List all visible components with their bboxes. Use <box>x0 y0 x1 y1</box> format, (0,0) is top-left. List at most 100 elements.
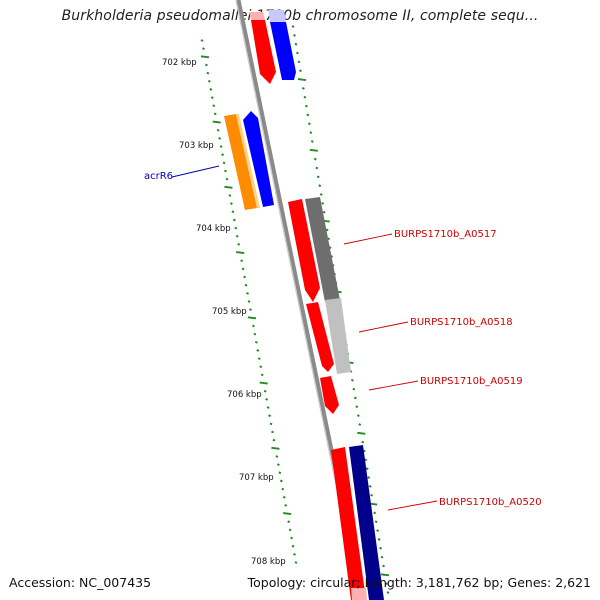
leader-lines <box>171 165 438 511</box>
cds-feature-grey-a0517[interactable] <box>305 197 340 302</box>
minor-tick-right <box>358 423 362 426</box>
minor-tick <box>281 487 285 491</box>
minor-tick-right <box>298 69 302 73</box>
minor-tick <box>216 128 220 132</box>
minor-tick <box>224 169 227 173</box>
minor-tick <box>228 194 232 197</box>
minor-tick <box>268 414 272 418</box>
minor-tick-right <box>373 511 377 515</box>
minor-tick-right <box>364 458 368 462</box>
cds-feature-red-top-a[interactable] <box>249 12 265 20</box>
minor-tick-right <box>374 520 378 524</box>
major-tick <box>236 251 245 255</box>
minor-tick-right <box>303 95 307 99</box>
cds-feature-navy-a0520[interactable] <box>349 445 384 600</box>
minor-tick-right <box>352 387 356 391</box>
minor-tick <box>278 471 282 475</box>
minor-tick <box>247 300 251 303</box>
kbp-label-707: 707 kbp <box>239 473 274 483</box>
gene-label-acrR6[interactable]: acrR6 <box>144 171 173 182</box>
minor-tick <box>275 455 279 458</box>
minor-tick <box>206 71 210 75</box>
leader-line-a0518 <box>358 321 409 333</box>
kbp-label-704: 704 kbp <box>196 224 231 234</box>
minor-tick <box>279 479 283 483</box>
minor-tick <box>200 39 204 42</box>
minor-tick <box>243 275 247 279</box>
cds-feature-blue-acrR6[interactable] <box>243 111 274 207</box>
gene-label-a0518[interactable]: BURPS1710b_A0518 <box>410 317 513 328</box>
minor-tick <box>272 438 276 442</box>
minor-tick <box>284 504 288 507</box>
minor-tick-right <box>355 405 359 409</box>
minor-tick <box>276 463 280 467</box>
minor-tick-right <box>350 378 354 382</box>
kbp-label-706: 706 kbp <box>227 390 262 400</box>
cds-feature-lightgrey-a0518[interactable] <box>325 298 351 374</box>
minor-tick <box>202 47 205 51</box>
major-tick <box>212 120 221 124</box>
major-tick-right <box>297 78 307 82</box>
minor-tick-right <box>356 414 360 418</box>
minor-tick-right <box>293 33 296 37</box>
major-tick <box>200 55 210 59</box>
cds-feature-red-a0519[interactable] <box>320 376 339 414</box>
minor-tick-right <box>322 210 326 214</box>
minor-tick <box>271 430 274 434</box>
minor-tick-right <box>297 60 301 64</box>
kbp-labels: 702 kbp 703 kbp 704 kbp 705 kbp 706 kbp … <box>162 58 286 567</box>
cds-feature-blue-top-a[interactable] <box>268 10 286 22</box>
minor-tick-right <box>296 51 299 55</box>
minor-tick <box>240 259 244 263</box>
accession-text: Accession: NC_007435 <box>9 575 152 590</box>
gene-label-a0519[interactable]: BURPS1710b_A0519 <box>420 376 523 387</box>
gene-label-a0520[interactable]: BURPS1710b_A0520 <box>439 497 542 508</box>
minor-tick-right <box>318 184 322 188</box>
cds-feature-red-top[interactable] <box>251 20 276 84</box>
minor-tick <box>291 544 295 548</box>
cds-feature-blue-top[interactable] <box>270 22 296 80</box>
minor-tick <box>232 218 236 222</box>
cds-feature-red-a0517[interactable] <box>288 199 320 302</box>
major-tick <box>271 446 280 450</box>
minor-tick <box>231 210 235 214</box>
minor-tick <box>249 308 252 312</box>
major-tick <box>247 316 257 320</box>
minor-tick-right <box>321 201 325 205</box>
minor-tick <box>246 291 249 295</box>
minor-tick <box>207 79 211 83</box>
cds-feature-orange[interactable] <box>224 114 257 210</box>
minor-tick <box>293 552 296 556</box>
minor-tick-right <box>379 546 383 550</box>
minor-tick <box>256 349 260 352</box>
cds-feature-red-a0518[interactable] <box>306 302 334 372</box>
minor-tick-right <box>309 131 313 135</box>
cds-feature-red-a0520[interactable] <box>331 447 366 600</box>
minor-tick <box>225 177 229 181</box>
minor-tick-right <box>325 228 329 232</box>
minor-tick <box>288 528 292 532</box>
minor-tick <box>229 202 233 206</box>
minor-tick <box>244 283 248 287</box>
minor-tick <box>241 267 245 271</box>
minor-tick <box>253 332 257 336</box>
minor-tick <box>218 136 222 140</box>
minor-tick-right <box>301 87 305 90</box>
gene-label-a0517[interactable]: BURPS1710b_A0517 <box>394 229 497 240</box>
minor-tick <box>290 536 294 540</box>
minor-tick-right <box>376 529 380 532</box>
minor-tick-right <box>382 564 385 568</box>
gene-labels: acrR6 BURPS1710b_A0517 BURPS1710b_A0518 … <box>144 171 542 508</box>
minor-tick-right <box>377 538 381 541</box>
minor-tick-right <box>307 122 311 126</box>
minor-tick <box>221 153 225 157</box>
minor-tick-right <box>316 175 320 179</box>
major-tick <box>224 185 233 189</box>
minor-tick <box>266 406 270 409</box>
kbp-label-708: 708 kbp <box>251 557 286 567</box>
minor-tick <box>212 104 216 108</box>
map-title: Burkholderia pseudomallei 1710b chromoso… <box>61 8 539 24</box>
leader-line-a0519 <box>368 380 419 391</box>
minor-tick <box>287 520 291 524</box>
